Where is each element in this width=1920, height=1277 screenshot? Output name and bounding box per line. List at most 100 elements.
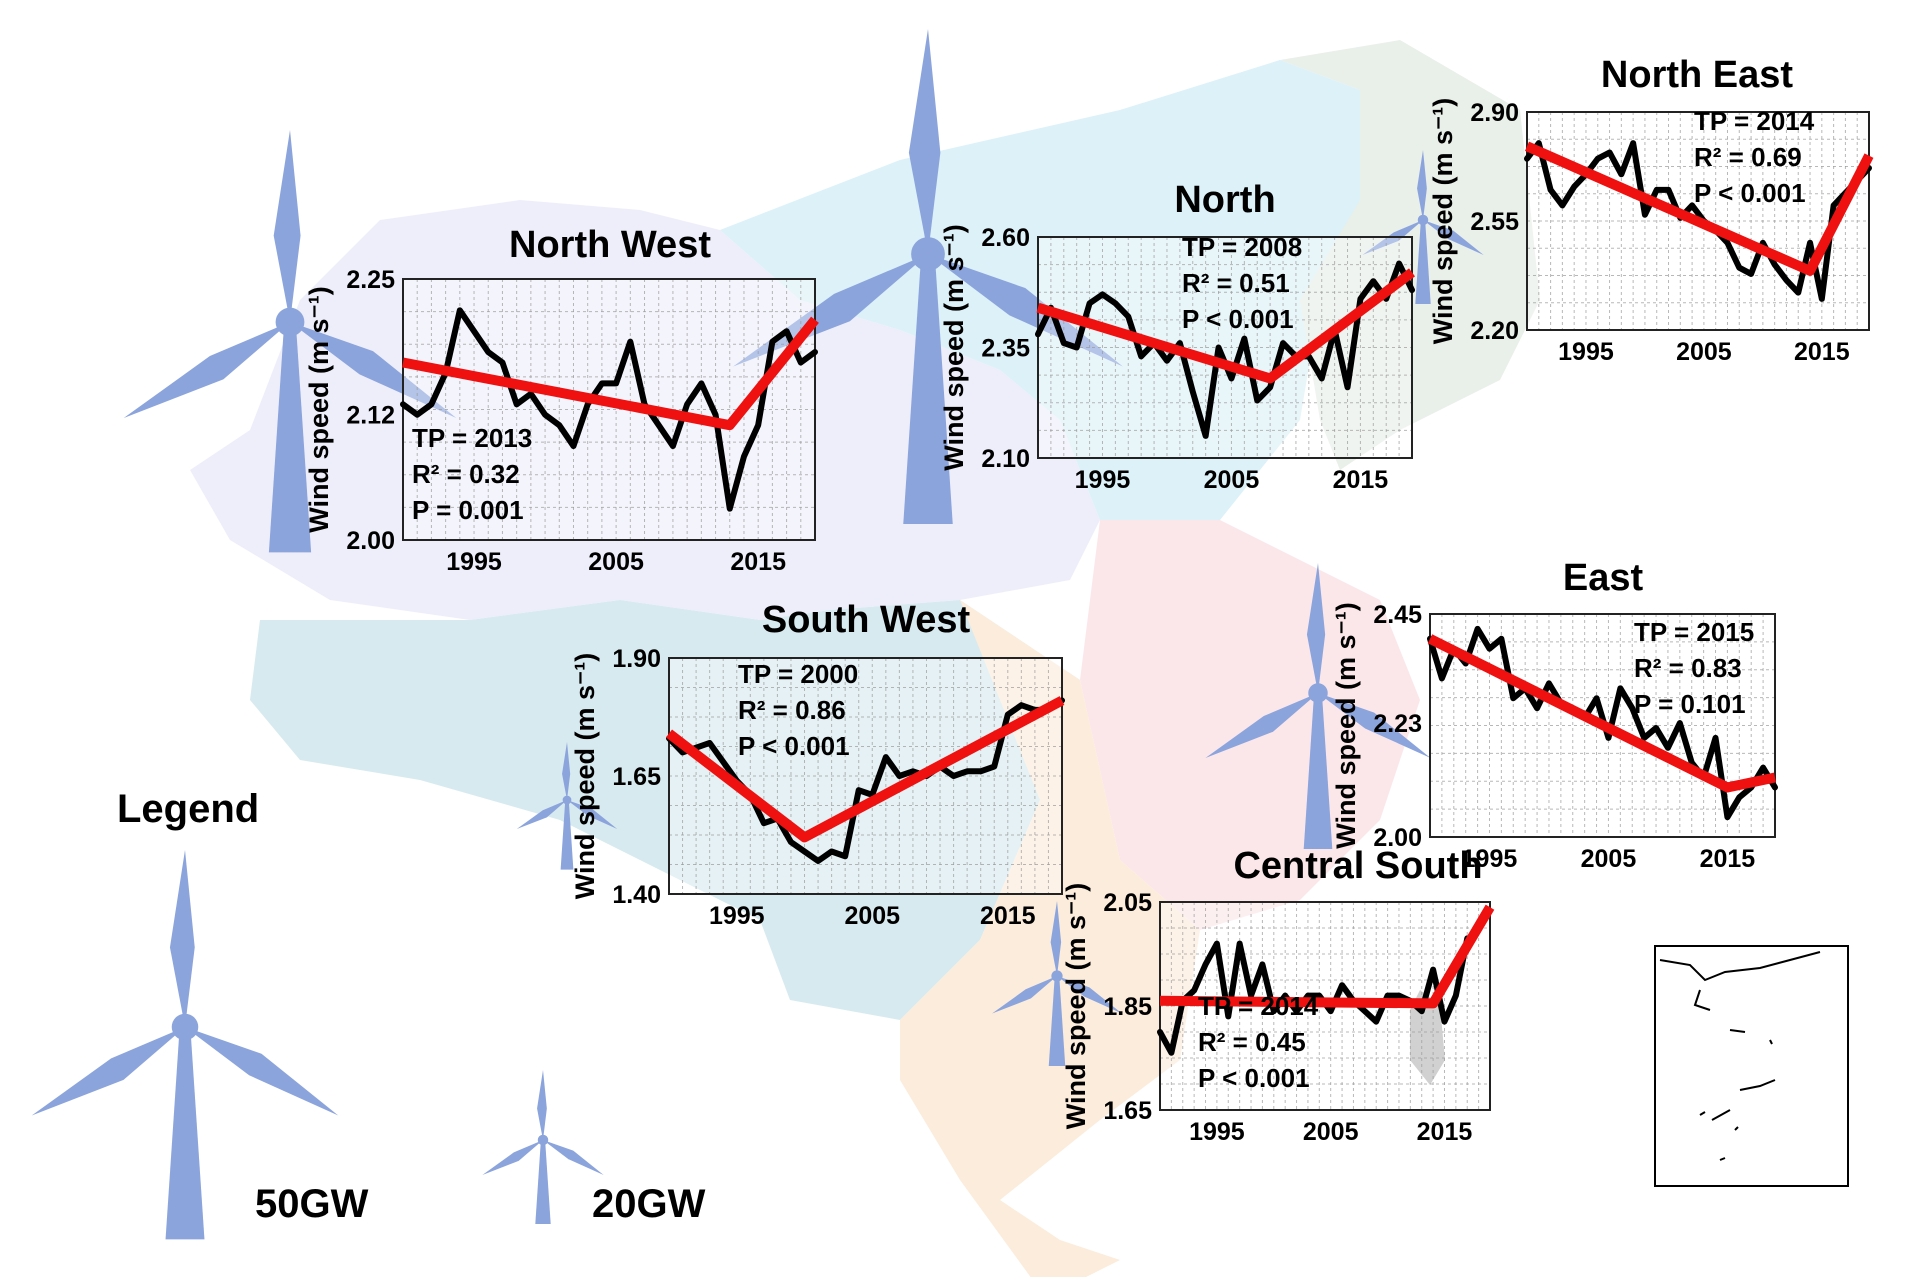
region-charts: 2.00 2.12 2.25 1995 2005 2015 Wind speed (m s⁻…: [304, 54, 1874, 1146]
y-axis-label: Wind speed (m s⁻¹): [570, 653, 600, 900]
y-tick-label: 2.00: [1373, 824, 1422, 852]
x-tick-label: 2015: [1794, 338, 1850, 366]
turbine-tower: [560, 800, 574, 870]
y-tick-label: 1.65: [612, 763, 661, 791]
turbine-blade: [1057, 976, 1122, 1014]
wind-turbines: [31, 29, 1484, 1240]
stat-annotation: R² = 0.51: [1182, 268, 1290, 298]
south-china-sea-inset: [1654, 945, 1849, 1187]
turbine-blade: [992, 976, 1057, 1014]
turbine-blade: [1318, 693, 1431, 758]
chart-title: East: [1563, 557, 1644, 599]
y-tick-label: 2.55: [1470, 208, 1519, 236]
x-tick-label: 1995: [446, 548, 502, 576]
chart-central-south: 1.65 1.85 2.05 1995 2005 2015 Wind speed (m s⁻…: [1061, 845, 1495, 1146]
turbine-legend-50gw: [31, 850, 339, 1240]
turbine-legend-20gw: [482, 1070, 604, 1224]
y-tick-label: 2.10: [981, 445, 1030, 473]
stat-annotation: P < 0.001: [1198, 1063, 1310, 1093]
series-line-trend: [402, 316, 819, 431]
y-axis-label: Wind speed (m s⁻¹): [304, 286, 334, 533]
series-line-trend: [1159, 904, 1495, 1009]
region-south-west: [250, 600, 1080, 1020]
y-tick-label: 2.60: [981, 224, 1030, 252]
turbine-east: [1205, 563, 1431, 849]
y-tick-label: 2.35: [981, 335, 1030, 363]
turbine-south-west: [516, 742, 618, 870]
turbine-blade: [1423, 220, 1484, 255]
stat-annotation: TP = 2015: [1634, 617, 1754, 647]
y-tick-label: 2.05: [1103, 889, 1152, 917]
stat-annotation: P < 0.001: [738, 731, 850, 761]
inset-frame: [1654, 945, 1849, 1187]
turbine-blade: [31, 1027, 186, 1116]
turbine-blade: [516, 800, 567, 829]
turbine-blade: [169, 850, 195, 1027]
turbine-central-south: [992, 901, 1122, 1066]
turbine-blade: [273, 130, 301, 322]
stat-annotation: P = 0.101: [1634, 689, 1746, 719]
chart-south-west: 1.40 1.65 1.90 1995 2005 2015 Wind speed (m s⁻…: [570, 599, 1065, 930]
series-line-trend: [665, 696, 1065, 843]
inset-islands: [1699, 1029, 1776, 1161]
turbine-blade: [543, 1140, 604, 1175]
turbine-blade: [482, 1140, 543, 1175]
turbine-blade: [908, 29, 941, 254]
legend: Legend 50GW 20GW: [117, 787, 706, 1226]
stat-annotation: TP = 2014: [1694, 106, 1815, 136]
stat-annotation: TP = 2000: [738, 659, 858, 689]
stat-annotation: TP = 2013: [412, 423, 532, 453]
series-line-trend: [1036, 268, 1415, 384]
plot-frame: [668, 657, 1063, 895]
x-tick-label: 2015: [1333, 466, 1389, 494]
turbine-tower: [165, 1027, 205, 1240]
y-axis-label: Wind speed (m s⁻¹): [1331, 602, 1361, 849]
stat-annotation: R² = 0.32: [412, 459, 520, 489]
grid: [402, 279, 816, 540]
plot-frame: [1526, 111, 1870, 331]
y-axis-label: Wind speed (m s⁻¹): [1428, 98, 1458, 345]
turbine-blade: [928, 254, 1123, 367]
turbine-blade: [537, 1070, 547, 1140]
chart-north-east: 2.20 2.55 2.90 1995 2005 2015 Wind speed (m s⁻…: [1428, 54, 1874, 366]
turbine-hub: [275, 307, 305, 337]
stat-annotation: TP = 2014: [1198, 991, 1319, 1021]
x-tick-label: 2005: [588, 548, 644, 576]
region-east: [1080, 520, 1420, 930]
stat-annotation: R² = 0.45: [1198, 1027, 1306, 1057]
region-central-south: [900, 600, 1200, 1277]
y-tick-label: 2.20: [1470, 317, 1519, 345]
chart-title: South West: [762, 599, 971, 641]
stat-annotation: TP = 2008: [1182, 232, 1302, 262]
turbine-blade: [562, 742, 571, 800]
turbine-tower: [1303, 693, 1333, 849]
y-tick-label: 2.00: [346, 527, 395, 555]
turbine-blade: [1417, 150, 1427, 220]
y-tick-label: 2.12: [346, 402, 395, 430]
x-tick-label: 2005: [1303, 1118, 1359, 1146]
x-tick-label: 2005: [1204, 466, 1260, 494]
turbine-hub: [1051, 970, 1063, 982]
x-tick-label: 2005: [844, 902, 900, 930]
y-tick-label: 1.90: [612, 645, 661, 673]
grid: [1526, 112, 1870, 330]
x-tick-label: 1995: [1075, 466, 1131, 494]
plot-frame: [1429, 613, 1776, 838]
turbine-tower: [1415, 220, 1431, 304]
chart-title: North East: [1601, 54, 1793, 96]
x-tick-label: 2015: [980, 902, 1036, 930]
stat-annotation: R² = 0.83: [1634, 653, 1742, 683]
turbine-blade: [185, 1027, 339, 1116]
x-tick-label: 2015: [1700, 845, 1756, 873]
stat-annotation: P < 0.001: [1694, 178, 1806, 208]
turbine-north-west: [123, 130, 457, 553]
plot-frame: [1159, 901, 1491, 1111]
y-tick-label: 1.40: [612, 881, 661, 909]
chart-north-west: 2.00 2.12 2.25 1995 2005 2015 Wind speed (m s⁻…: [304, 224, 819, 576]
legend-small-label: 20GW: [592, 1182, 706, 1226]
turbine-tower: [1048, 976, 1066, 1066]
series-line-observed: [400, 307, 818, 512]
region-north: [720, 60, 1360, 520]
y-tick-label: 2.25: [346, 266, 395, 294]
turbine-hub: [1417, 214, 1429, 226]
